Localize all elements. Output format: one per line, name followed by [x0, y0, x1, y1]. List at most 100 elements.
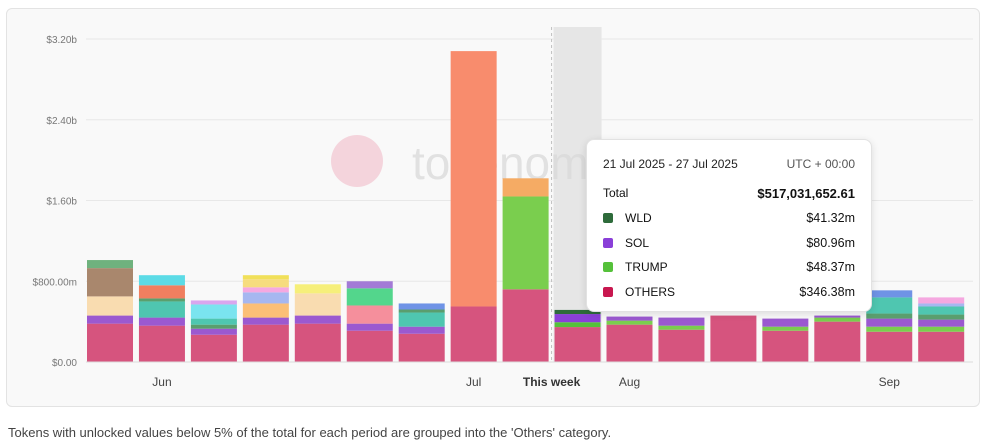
x-tick-label: This week: [523, 375, 581, 389]
bar-segment: [918, 303, 965, 307]
tooltip-token-name: TRUMP: [625, 260, 668, 274]
bar-segment: [138, 298, 185, 302]
chart-tooltip: 21 Jul 2025 - 27 Jul 2025 UTC + 00:00 To…: [586, 139, 872, 312]
tooltip-total-row: Total $517,031,652.61: [603, 186, 855, 201]
bar-segment: [242, 275, 289, 280]
x-tick-label: Sep: [879, 375, 901, 389]
y-tick-label: $1.60b: [46, 197, 77, 208]
tooltip-token-value: $346.38m: [799, 284, 855, 299]
tooltip-row-others: OTHERS $346.38m: [603, 283, 855, 301]
bar-segment: [814, 315, 861, 318]
tooltip-row-wld: WLD $41.32m: [603, 209, 855, 227]
bar-segment: [242, 317, 289, 325]
bar-segment: [190, 328, 237, 335]
tooltip-row-sol: SOL $80.96m: [603, 234, 855, 252]
bar-segment: [87, 296, 133, 316]
tooltip-token-value: $80.96m: [806, 235, 855, 250]
bar-segment: [606, 316, 653, 321]
bar-segment: [398, 333, 445, 362]
tooltip-token-value: $41.32m: [806, 211, 855, 225]
tooltip-row-trump: TRUMP $48.37m: [603, 258, 855, 276]
bar-segment: [346, 305, 393, 324]
bar-segment: [87, 260, 133, 269]
bar-segment: [346, 330, 393, 362]
bar-segment: [918, 297, 965, 304]
x-tick-label: Aug: [619, 375, 640, 389]
bar-segment: [866, 326, 913, 332]
bar-segment: [242, 287, 289, 293]
tooltip-row-label: OTHERS: [603, 285, 675, 299]
bar-segment: [242, 292, 289, 304]
tooltip-timezone: UTC + 00:00: [786, 157, 855, 171]
tooltip-row-label: TRUMP: [603, 260, 668, 274]
bar-segment: [658, 329, 705, 362]
bar-segment: [242, 303, 289, 318]
tooltip-token-name: OTHERS: [625, 284, 676, 299]
bar-segment: [294, 293, 341, 316]
bar-segment: [762, 326, 809, 331]
bar-segment: [866, 297, 913, 314]
tooltip-date-range: 21 Jul 2025 - 27 Jul 2025: [603, 157, 738, 171]
bar-segment: [398, 326, 445, 334]
bar-segment: [294, 323, 341, 362]
bar-segment: [814, 321, 861, 362]
bar-segment: [398, 312, 445, 327]
bar-segment: [710, 315, 757, 362]
bar-segment: [502, 196, 549, 290]
bar-segment: [398, 309, 445, 313]
y-tick-label: $2.40b: [46, 116, 77, 127]
bar-segment: [554, 322, 601, 328]
bar-segment: [918, 326, 965, 332]
bar-segment: [138, 301, 185, 318]
bar-segment: [138, 325, 185, 362]
bar-segment: [918, 319, 965, 327]
bar-segment: [346, 323, 393, 331]
bar-segment: [87, 268, 133, 297]
bar-segment: [242, 324, 289, 362]
bar-segment: [918, 331, 965, 362]
bar-segment: [918, 306, 965, 315]
y-tick-label: $3.20b: [46, 35, 77, 46]
tooltip-row-label: SOL: [603, 236, 649, 250]
bar-segment: [554, 327, 601, 362]
bar-segment: [866, 318, 913, 327]
bar-segment: [762, 318, 809, 327]
bar-segment: [294, 284, 341, 294]
watermark-logo: [331, 135, 383, 187]
bar-segment: [450, 51, 497, 307]
bar-segment: [606, 320, 653, 325]
bar-segment: [87, 315, 133, 324]
bar-segment: [190, 300, 237, 305]
bar-segment: [294, 315, 341, 324]
bar-segment: [658, 325, 705, 330]
bar-segment: [346, 288, 393, 306]
bar-segment: [87, 323, 133, 362]
tooltip-total-value: $517,031,652.61: [757, 186, 855, 201]
tooltip-total-label: Total: [603, 186, 629, 200]
bar-segment: [502, 178, 549, 197]
x-tick-label: Jun: [152, 375, 171, 389]
bar-segment: [866, 290, 913, 298]
bar-segment: [398, 303, 445, 310]
tooltip-swatch: [603, 237, 613, 248]
tooltip-token-name: WLD: [625, 211, 652, 225]
tooltip-header: 21 Jul 2025 - 27 Jul 2025 UTC + 00:00: [603, 157, 855, 171]
bar-segment: [190, 334, 237, 362]
bar-segment: [866, 331, 913, 362]
tooltip-swatch: [603, 286, 613, 297]
tooltip-swatch: [603, 213, 613, 223]
footnote: Tokens with unlocked values below 5% of …: [8, 425, 612, 440]
bar-segment: [762, 330, 809, 362]
bar-segment: [138, 285, 185, 299]
y-tick-label: $800.00m: [33, 277, 77, 288]
bar-segment: [554, 309, 601, 315]
bar-segment: [450, 306, 497, 362]
bar-segment: [606, 324, 653, 362]
bar-segment: [554, 314, 601, 323]
bar-segment: [190, 324, 237, 329]
bar-segment: [918, 314, 965, 320]
bar-segment: [814, 317, 861, 322]
tooltip-token-value: $48.37m: [806, 260, 855, 274]
tooltip-token-name: SOL: [625, 235, 650, 250]
tooltip-swatch: [603, 262, 613, 272]
